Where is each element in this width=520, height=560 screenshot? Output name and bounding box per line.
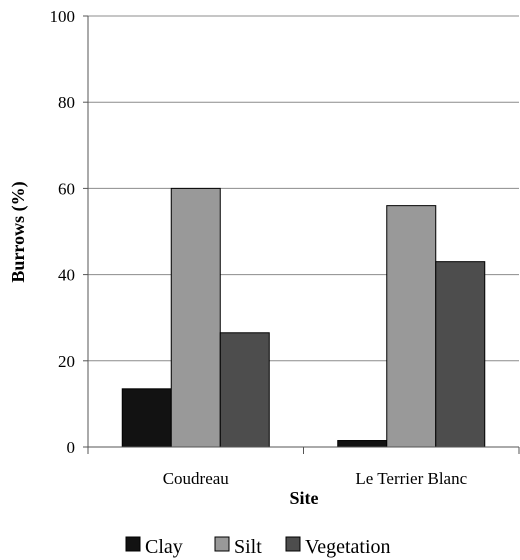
bar-vegetation-2 — [435, 261, 486, 448]
axes — [83, 15, 520, 454]
y-tick-label: 60 — [58, 179, 75, 198]
x-tick-labels: Coudreau Le Terrier Blanc — [163, 469, 468, 488]
y-tick-label: 40 — [58, 266, 75, 285]
y-axis-title: Burrows (%) — [8, 181, 29, 282]
y-tick-label: 100 — [50, 7, 76, 26]
legend-item-vegetation: Vegetation — [285, 536, 391, 558]
y-tick-labels: 0 20 40 60 80 100 — [50, 7, 76, 457]
y-tick-label: 0 — [67, 438, 76, 457]
legend: Clay Silt Vegetation — [125, 536, 391, 558]
legend-label: Clay — [145, 536, 183, 558]
y-tick-label: 80 — [58, 93, 75, 112]
legend-label: Silt — [234, 536, 262, 558]
bar-vegetation-1 — [219, 332, 270, 448]
y-tick-label: 20 — [58, 352, 75, 371]
legend-swatch — [125, 536, 141, 552]
legend-swatch — [285, 536, 301, 552]
bar-clay-2 — [337, 440, 388, 448]
bar-silt-1 — [170, 187, 221, 448]
legend-swatch — [214, 536, 230, 552]
legend-item-silt: Silt — [214, 536, 262, 558]
x-tick-label: Le Terrier Blanc — [355, 469, 467, 488]
bars — [121, 187, 486, 448]
x-axis-title: Site — [290, 488, 319, 508]
legend-label: Vegetation — [305, 536, 391, 558]
bar-silt-2 — [386, 205, 437, 448]
legend-item-clay: Clay — [125, 536, 183, 558]
x-tick-label: Coudreau — [163, 469, 230, 488]
bar-clay-1 — [121, 388, 172, 448]
